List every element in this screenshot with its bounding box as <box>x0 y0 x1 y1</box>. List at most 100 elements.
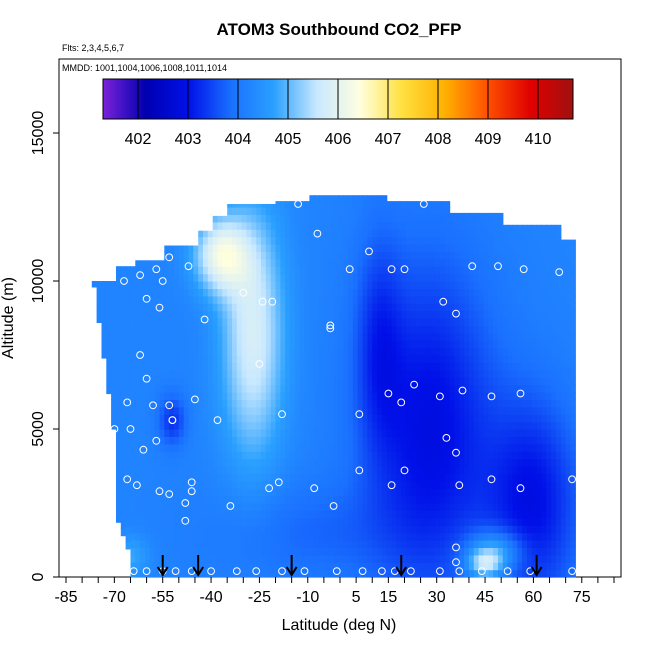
heatmap-cell <box>406 332 412 341</box>
heatmap-cell <box>241 214 248 223</box>
heatmap-cell <box>178 532 185 541</box>
heatmap-cell <box>246 332 252 341</box>
heatmap-cell <box>522 229 528 238</box>
heatmap-cell <box>193 421 199 430</box>
heatmap-cell <box>164 325 170 334</box>
heatmap-cell <box>280 325 286 334</box>
heatmap-cell <box>135 325 141 334</box>
heatmap-cell <box>212 547 219 556</box>
heatmap-cell <box>473 281 480 289</box>
heatmap-cell <box>183 362 190 371</box>
heatmap-cell <box>502 266 509 275</box>
heatmap-cell <box>420 355 426 363</box>
heatmap-cell <box>556 273 562 282</box>
heatmap-cell <box>444 281 451 289</box>
heatmap-cell <box>478 406 484 415</box>
heatmap-cell <box>280 332 286 341</box>
heatmap-cell <box>265 399 272 408</box>
heatmap-cell <box>154 525 160 534</box>
heatmap-cell <box>372 532 378 541</box>
heatmap-cell <box>348 488 354 497</box>
heatmap-cell <box>425 517 431 526</box>
heatmap-cell <box>236 244 243 252</box>
heatmap-cell <box>449 517 455 526</box>
heatmap-cell <box>459 355 465 363</box>
heatmap-cell <box>352 251 359 260</box>
heatmap-cell <box>377 273 383 282</box>
heatmap-cell <box>120 266 127 270</box>
heatmap-cell <box>435 540 441 548</box>
heatmap-cell <box>135 260 141 267</box>
heatmap-cell <box>362 540 368 548</box>
heatmap-cell <box>246 325 252 334</box>
heatmap-cell <box>217 347 223 356</box>
heatmap-cell <box>140 517 146 526</box>
heatmap-cell <box>159 532 165 541</box>
heatmap-cell <box>391 207 397 215</box>
heatmap-cell <box>420 569 426 578</box>
heatmap-cell <box>468 569 475 578</box>
heatmap-cell <box>149 458 156 467</box>
heatmap-cell <box>323 207 330 215</box>
heatmap-cell <box>270 436 277 445</box>
heatmap-cell <box>251 325 257 334</box>
heatmap-cell <box>377 221 383 230</box>
heatmap-cell <box>222 273 228 282</box>
heatmap-cell <box>512 429 518 437</box>
heatmap-cell <box>251 236 257 245</box>
heatmap-cell <box>319 495 325 504</box>
heatmap-cell <box>381 369 388 378</box>
heatmap-cell <box>285 310 291 319</box>
heatmap-cell <box>343 480 349 489</box>
heatmap-cell <box>174 525 180 534</box>
heatmap-cell <box>251 451 257 460</box>
heatmap-cell <box>285 221 291 230</box>
heatmap-cell <box>217 303 223 312</box>
heatmap-cell <box>401 303 407 312</box>
heatmap-cell <box>309 377 315 386</box>
heatmap-cell <box>425 325 431 334</box>
heatmap-cell <box>522 436 528 445</box>
heatmap-cell <box>430 466 436 474</box>
heatmap-cell <box>275 480 281 489</box>
heatmap-cell <box>425 488 431 497</box>
heatmap-cell <box>565 495 571 504</box>
heatmap-cell <box>304 266 310 275</box>
heatmap-cell <box>256 204 262 208</box>
heatmap-cell <box>468 392 475 400</box>
heatmap-cell <box>304 377 310 386</box>
heatmap-cell <box>343 406 349 415</box>
heatmap-cell <box>522 392 528 400</box>
heatmap-cell <box>159 429 165 437</box>
heatmap-cell <box>285 540 291 548</box>
heatmap-cell <box>164 340 170 349</box>
heatmap-cell <box>203 362 209 371</box>
heatmap-cell <box>551 503 557 511</box>
heatmap-cell <box>352 214 359 223</box>
heatmap-cell <box>241 540 248 548</box>
heatmap-cell <box>464 510 470 519</box>
heatmap-cell <box>145 495 151 504</box>
heatmap-cell <box>498 443 504 452</box>
heatmap-cell <box>468 377 475 386</box>
heatmap-cell <box>396 458 402 467</box>
heatmap-cell <box>565 347 571 356</box>
heatmap-cell <box>333 229 339 238</box>
heatmap-cell <box>473 436 480 445</box>
heatmap-cell <box>232 355 238 363</box>
heatmap-cell <box>290 251 296 260</box>
heatmap-cell <box>309 384 315 393</box>
heatmap-cell <box>531 377 538 386</box>
heatmap-cell <box>536 325 542 334</box>
heatmap-cell <box>154 406 160 415</box>
heatmap-cell <box>381 384 388 393</box>
heatmap-cell <box>541 392 547 400</box>
heatmap-cell <box>207 362 214 371</box>
heatmap-cell <box>304 458 310 467</box>
heatmap-cell <box>265 406 272 415</box>
heatmap-cell <box>338 392 344 400</box>
heatmap-cell <box>178 466 185 474</box>
heatmap-cell <box>169 510 175 519</box>
sample-point <box>149 401 157 410</box>
heatmap-cell <box>556 495 562 504</box>
